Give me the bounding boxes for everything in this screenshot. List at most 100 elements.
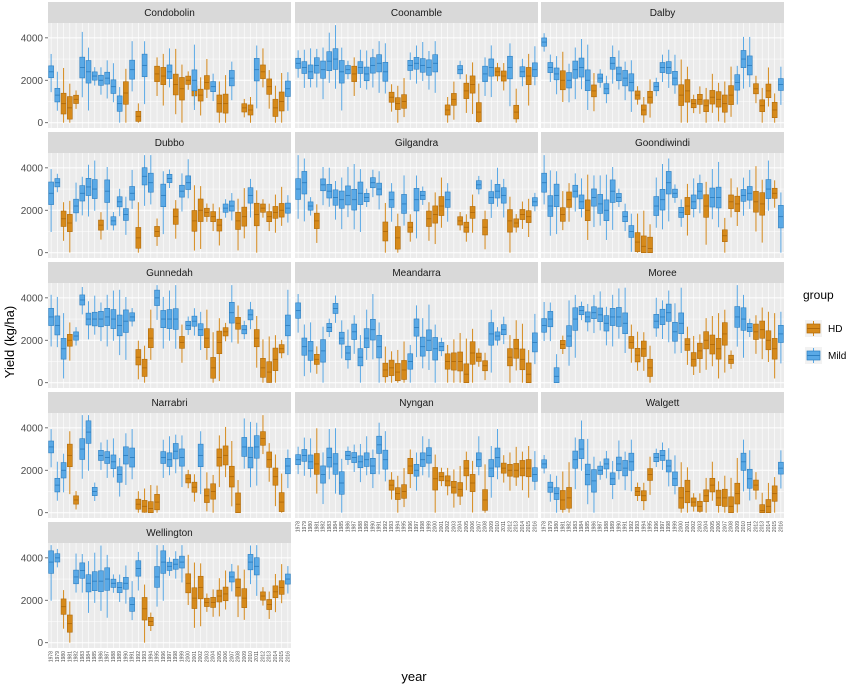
- x-tick-label: 1990: [616, 521, 622, 532]
- x-axis-title: year: [401, 669, 427, 684]
- x-tick-label: 2004: [704, 521, 710, 532]
- x-tick-label: 2008: [729, 521, 735, 532]
- x-tick-label: 2011: [501, 521, 507, 532]
- x-tick-label: 2009: [489, 521, 495, 532]
- x-tick-label: 1980: [554, 521, 560, 532]
- facet-title: Moree: [648, 268, 677, 279]
- facet-panel: Meandarra: [295, 262, 538, 388]
- facet-panels: Condobolin 0 2000 4000 Coonamble Dalby Dubbo 0 2…: [21, 2, 784, 662]
- box-hd: [759, 504, 765, 513]
- x-tick-label: 1983: [327, 521, 333, 532]
- x-tick-label: 2016: [532, 521, 538, 532]
- x-tick-label: 1982: [567, 521, 573, 532]
- facet-title: Wellington: [146, 528, 193, 539]
- x-tick-label: 2000: [186, 651, 192, 662]
- legend-item-hd: HD: [828, 324, 842, 335]
- x-tick-label: 2014: [766, 521, 772, 532]
- x-tick-label: 2004: [211, 651, 217, 662]
- x-tick-label: 1990: [123, 651, 129, 662]
- y-tick-label: 4000: [21, 293, 44, 304]
- x-tick-label: 2006: [223, 651, 229, 662]
- facet-title: Gunnedah: [146, 268, 193, 279]
- x-tick-label: 2001: [192, 651, 198, 662]
- x-tick-label: 1981: [560, 521, 566, 532]
- x-tick-label: 2001: [439, 521, 445, 532]
- facet-title: Walgett: [646, 398, 680, 409]
- y-tick-label: 2000: [21, 466, 44, 477]
- legend-item-mild: Mild: [828, 351, 846, 362]
- y-tick-label: 4000: [21, 553, 44, 564]
- x-tick-label: 2014: [273, 651, 279, 662]
- x-tick-label: 2001: [685, 521, 691, 532]
- facet-panel: Gilgandra: [295, 132, 538, 258]
- x-tick-label: 1982: [74, 651, 80, 662]
- x-tick-label: 1993: [389, 521, 395, 532]
- x-tick-label: 1988: [111, 651, 117, 662]
- x-tick-label: 2008: [236, 651, 242, 662]
- facet-title: Nyngan: [399, 398, 433, 409]
- x-tick-label: 1989: [364, 521, 370, 532]
- facet-strip: [48, 132, 291, 153]
- box-hd: [647, 236, 653, 253]
- x-tick-label: 1985: [585, 521, 591, 532]
- x-tick-label: 1986: [98, 651, 104, 662]
- y-tick-label: 2000: [21, 206, 44, 217]
- facet-strip: [541, 2, 784, 23]
- facet-title: Coonamble: [391, 8, 443, 19]
- x-tick-label: 1985: [92, 651, 98, 662]
- x-tick-label: 1991: [623, 521, 629, 532]
- facet-strip: [295, 2, 538, 23]
- facet-panel: Condobolin 0 2000 4000: [21, 2, 291, 129]
- x-tick-label: 1984: [86, 651, 92, 662]
- facet-panel: Gunnedah 0 2000 4000: [21, 262, 291, 389]
- x-tick-label: 1979: [302, 521, 308, 532]
- facet-panel: Coonamble: [295, 2, 538, 128]
- x-tick-label: 1996: [161, 651, 167, 662]
- x-tick-label: 1986: [591, 521, 597, 532]
- x-tick-label: 2013: [760, 521, 766, 532]
- x-tick-label: 1987: [352, 521, 358, 532]
- x-tick-label: 2010: [495, 521, 501, 532]
- x-tick-label: 2006: [716, 521, 722, 532]
- x-tick-label: 2015: [279, 651, 285, 662]
- x-tick-label: 2003: [204, 651, 210, 662]
- x-tick-label: 1995: [402, 521, 408, 532]
- facet-title: Dalby: [650, 8, 676, 19]
- x-tick-label: 2012: [260, 651, 266, 662]
- facet-strip: [48, 2, 291, 23]
- x-tick-label: 1989: [117, 651, 123, 662]
- facet-strip: [295, 132, 538, 153]
- legend-title: group: [803, 288, 834, 302]
- legend-items: HD Mild: [805, 320, 846, 364]
- x-tick-label: 1980: [61, 651, 67, 662]
- x-tick-label: 1984: [333, 521, 339, 532]
- x-tick-label: 2004: [458, 521, 464, 532]
- facet-strip: [295, 262, 538, 283]
- facet-strip: [541, 262, 784, 283]
- facet-strip: [48, 262, 291, 283]
- facet-panel: Narrabri 0 2000 4000: [21, 392, 291, 519]
- x-tick-label: 1981: [314, 521, 320, 532]
- x-tick-label: 1996: [654, 521, 660, 532]
- facet-title: Gilgandra: [395, 138, 439, 149]
- x-tick-label: 2005: [217, 651, 223, 662]
- box-hd: [463, 363, 470, 383]
- x-tick-label: 1988: [358, 521, 364, 532]
- x-tick-label: 1998: [666, 521, 672, 532]
- x-tick-label: 2000: [433, 521, 439, 532]
- x-tick-label: 1991: [130, 651, 136, 662]
- box-hd: [525, 362, 532, 383]
- y-tick-label: 4000: [21, 33, 44, 44]
- x-tick-label: 1998: [420, 521, 426, 532]
- x-tick-label: 1986: [345, 521, 351, 532]
- y-tick-label: 2000: [21, 76, 44, 87]
- x-tick-label: 1996: [408, 521, 414, 532]
- x-tick-label: 2007: [722, 521, 728, 532]
- x-tick-label: 1992: [383, 521, 389, 532]
- x-tick-label: 1991: [377, 521, 383, 532]
- x-tick-label: 1999: [426, 521, 432, 532]
- x-tick-label: 1993: [142, 651, 148, 662]
